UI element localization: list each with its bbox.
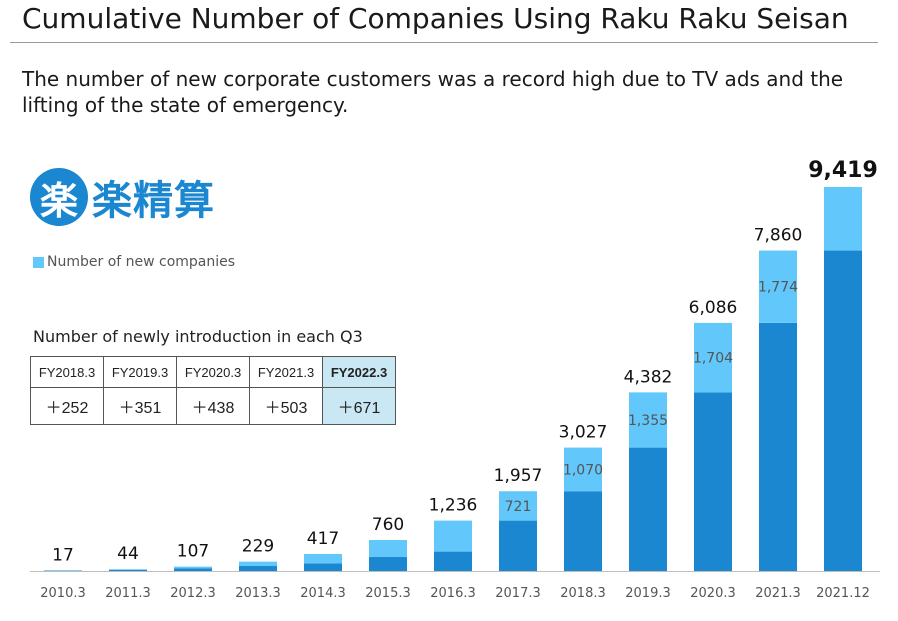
bar-total-label: 6,086 bbox=[689, 298, 738, 318]
q3-value-cell: ＋438 bbox=[176, 387, 250, 425]
bar-total-label: 9,419 bbox=[808, 158, 878, 183]
q3-table-title: Number of newly introduction in each Q3 bbox=[33, 327, 363, 346]
q3-value-cell: ＋252 bbox=[30, 387, 104, 425]
x-tick-label: 2013.3 bbox=[235, 586, 281, 601]
bar-segment-base bbox=[239, 566, 277, 571]
page-title: Cumulative Number of Companies Using Rak… bbox=[22, 2, 849, 35]
bar-segment-base bbox=[369, 557, 407, 571]
bar-new-label: 721 bbox=[505, 499, 532, 515]
bar-segment-base bbox=[109, 569, 147, 571]
bar-total-label: 760 bbox=[372, 515, 404, 535]
x-tick-label: 2011.3 bbox=[105, 586, 151, 601]
logo-text: 楽精算 bbox=[92, 178, 215, 224]
legend-swatch-new bbox=[33, 256, 44, 268]
title-divider bbox=[10, 42, 878, 43]
bar-segment-new bbox=[629, 392, 667, 448]
bar-segment-new bbox=[174, 566, 212, 569]
q3-header-cell: FY2020.3 bbox=[176, 356, 250, 388]
bar-segment-new bbox=[369, 540, 407, 558]
x-tick-label: 2010.3 bbox=[40, 586, 86, 601]
bar-segment-new bbox=[109, 569, 147, 570]
bar-segment-base bbox=[759, 322, 797, 571]
q3-table: FY2018.3 FY2019.3 FY2020.3 FY2021.3 FY20… bbox=[30, 356, 396, 425]
q3-value-cell: ＋503 bbox=[249, 387, 323, 425]
x-tick-label: 2021.12 bbox=[816, 586, 870, 601]
bar-total-label: 44 bbox=[117, 544, 139, 564]
bar-segment-base bbox=[694, 392, 732, 571]
bar-new-label: 1,774 bbox=[758, 280, 798, 296]
x-tick-label: 2019.3 bbox=[625, 586, 671, 601]
bar-new-label: 1,070 bbox=[563, 462, 603, 478]
q3-header-cell-highlight: FY2022.3 bbox=[322, 356, 396, 388]
bar-segment-base bbox=[629, 447, 667, 571]
x-tick-label: 2015.3 bbox=[365, 586, 411, 601]
q3-table-value-row: ＋252 ＋351 ＋438 ＋503 ＋671 bbox=[30, 387, 396, 425]
bar-total-label: 229 bbox=[242, 537, 274, 557]
bar-total-label: 1,236 bbox=[429, 496, 478, 516]
bar-segment-new bbox=[304, 553, 342, 564]
bar-segment-new bbox=[434, 520, 472, 552]
bar-segment-base bbox=[824, 250, 862, 571]
raku-raku-seisan-logo: 楽 楽精算 bbox=[30, 168, 215, 226]
bar-new-label: 1,704 bbox=[693, 351, 733, 367]
x-tick-label: 2012.3 bbox=[170, 586, 216, 601]
chart-legend: Number of new companies bbox=[33, 254, 235, 270]
bar-segment-new bbox=[499, 491, 537, 521]
bar-segment-new bbox=[239, 561, 277, 567]
bar-segment-new bbox=[759, 250, 797, 323]
q3-value-cell-highlight: ＋671 bbox=[322, 387, 396, 425]
bar-segment-base bbox=[434, 551, 472, 571]
bar-total-label: 1,957 bbox=[494, 466, 543, 486]
x-tick-label: 2014.3 bbox=[300, 586, 346, 601]
page-subtitle: The number of new corporate customers wa… bbox=[22, 67, 844, 117]
bar-total-label: 4,382 bbox=[624, 367, 673, 387]
x-tick-label: 2018.3 bbox=[560, 586, 606, 601]
bar-segment-base bbox=[304, 563, 342, 571]
x-tick-label: 2021.3 bbox=[755, 586, 801, 601]
logo-mark: 楽 bbox=[30, 168, 88, 226]
bar-total-label: 7,860 bbox=[754, 226, 803, 246]
x-tick-label: 2020.3 bbox=[690, 586, 736, 601]
bar-new-label: 1,355 bbox=[628, 413, 668, 429]
bar-segment-new bbox=[694, 322, 732, 393]
q3-value-cell: ＋351 bbox=[103, 387, 177, 425]
x-tick-label: 2016.3 bbox=[430, 586, 476, 601]
bar-total-label: 417 bbox=[307, 529, 339, 549]
bar-segment-new bbox=[824, 187, 862, 251]
bar-total-label: 3,027 bbox=[559, 423, 608, 443]
bar-segment-base bbox=[499, 520, 537, 571]
bar-segment-base bbox=[174, 568, 212, 571]
bar-total-label: 17 bbox=[52, 545, 74, 565]
x-tick-label: 2017.3 bbox=[495, 586, 541, 601]
bar-segment-base bbox=[564, 491, 602, 571]
bar-total-label: 107 bbox=[177, 542, 209, 562]
legend-label-new: Number of new companies bbox=[47, 254, 236, 270]
bar-segment-new bbox=[564, 447, 602, 492]
